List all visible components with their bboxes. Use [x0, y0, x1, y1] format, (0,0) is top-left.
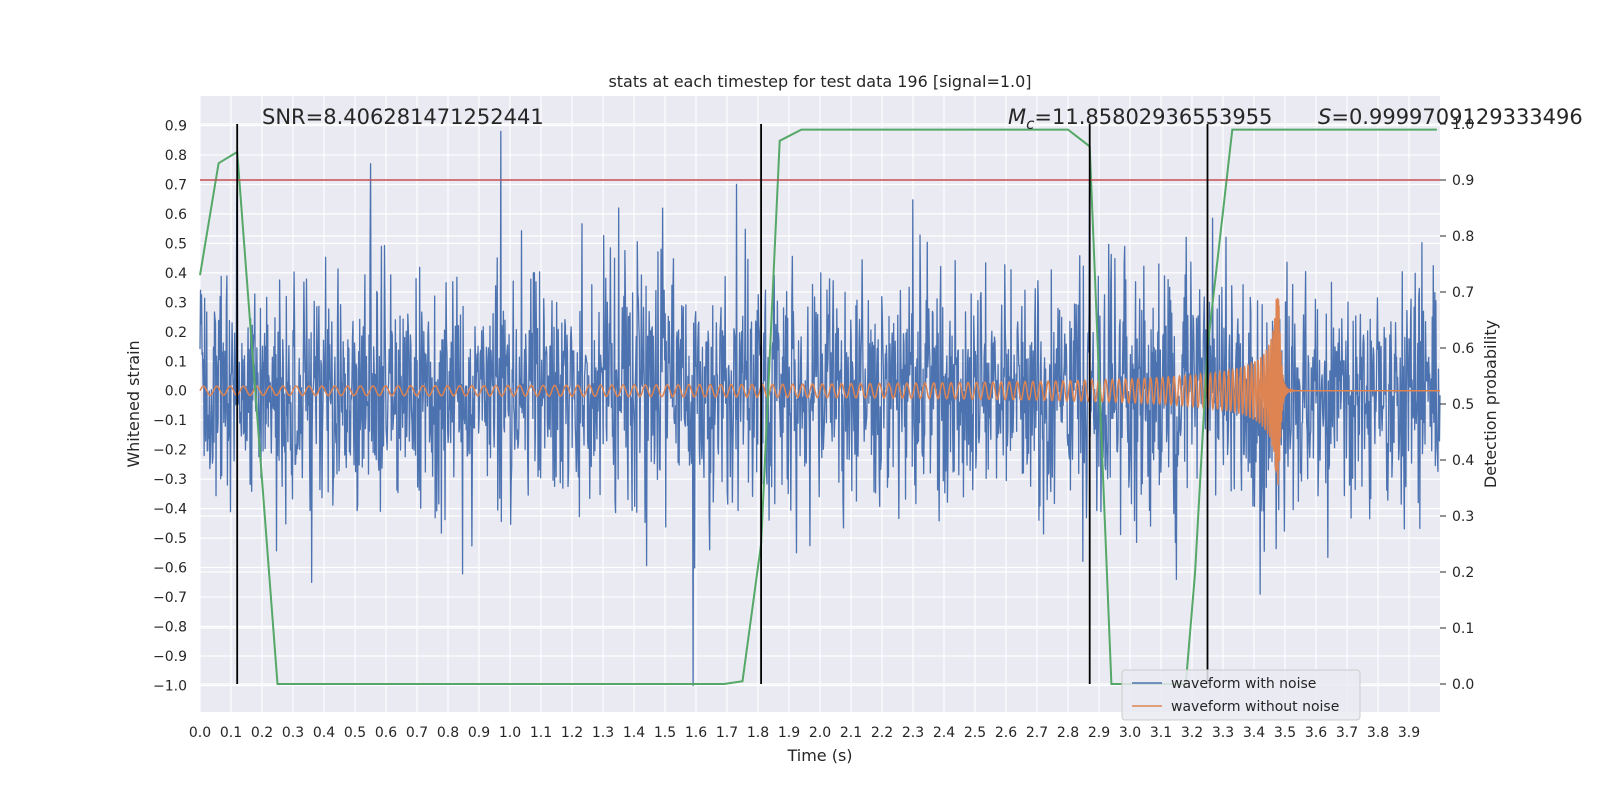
score-value: =0.9999709129333496: [1331, 105, 1582, 129]
score-annotation: S=0.9999709129333496: [1318, 105, 1583, 129]
x-tick-label: 3.8: [1367, 725, 1389, 741]
x-tick-label: 2.3: [902, 725, 924, 741]
y-tick-label: −0.4: [153, 502, 187, 518]
y2-tick-label: 0.9: [1452, 173, 1474, 189]
series-detection-probability: [199, 128, 1437, 685]
y-tick-label: −0.7: [153, 590, 187, 606]
x-tick-label: 0.1: [220, 725, 242, 741]
y2-axis-label: Detection probability: [1481, 320, 1500, 488]
y-tick-label: 0.9: [165, 118, 187, 134]
x-tick-label: 0.0: [189, 725, 211, 741]
x-tick-label: 2.8: [1057, 725, 1079, 741]
legend-label-noise: waveform with noise: [1171, 676, 1316, 692]
overlay: [199, 124, 1440, 685]
x-tick-label: 2.7: [1026, 725, 1048, 741]
x-tick-label: 0.3: [282, 725, 304, 741]
y2-tick-label: 0.5: [1452, 397, 1474, 413]
y2-tick-label: 0.1: [1452, 621, 1474, 637]
x-tick-label: 0.2: [251, 725, 273, 741]
x-tick-label: 3.1: [1150, 725, 1172, 741]
x-axis-ticks: 0.0 0.1 0.2 0.3 0.4 0.5 0.6 0.7 0.8 0.9 1.0 1.1 1.2 1…: [189, 725, 1420, 741]
chart-title: stats at each timestep for test data 196…: [608, 72, 1031, 91]
x-tick-label: 1.7: [716, 725, 738, 741]
y-tick-label: 0.4: [165, 266, 187, 282]
legend-box: [1121, 669, 1361, 721]
x-tick-label: 1.0: [499, 725, 521, 741]
y-tick-label: −0.5: [153, 531, 187, 547]
y-tick-label: −0.6: [153, 561, 187, 577]
score-symbol: S: [1318, 105, 1331, 129]
x-tick-label: 3.9: [1398, 725, 1420, 741]
y-axis-ticks: 0.9 0.8 0.7 0.6 0.5 0.4 0.3 0.2 0.1 0.0 −0.1 −0.2 −0…: [153, 118, 187, 694]
x-tick-label: 2.5: [964, 725, 986, 741]
y-tick-label: 0.8: [165, 148, 187, 164]
legend: waveform with noise waveform without noi…: [1121, 669, 1361, 721]
x-tick-label: 0.7: [406, 725, 428, 741]
y-tick-label: 0.6: [165, 207, 187, 223]
series-layer: [199, 130, 1441, 687]
x-tick-label: 2.4: [933, 725, 955, 741]
x-tick-label: 1.2: [561, 725, 583, 741]
x-tick-label: 1.4: [623, 725, 645, 741]
y-tick-label: 0.2: [165, 325, 187, 341]
x-tick-label: 2.6: [995, 725, 1017, 741]
y2-tick-label: 0.2: [1452, 565, 1474, 581]
y-tick-label: 0.1: [165, 354, 187, 370]
x-tick-label: 1.6: [685, 725, 707, 741]
y-tick-label: −0.9: [153, 649, 187, 665]
x-tick-label: 0.4: [313, 725, 335, 741]
y-tick-label: 0.7: [165, 177, 187, 193]
x-tick-label: 3.6: [1305, 725, 1327, 741]
x-tick-label: 3.4: [1243, 725, 1265, 741]
y-tick-label: 0.0: [165, 384, 187, 400]
legend-label-clean: waveform without noise: [1171, 699, 1339, 715]
x-tick-label: 1.3: [592, 725, 614, 741]
y-tick-label: −0.2: [153, 443, 187, 459]
chirp-mass-subscript: c: [1026, 115, 1035, 133]
y2-tick-label: 0.3: [1452, 509, 1474, 525]
y-tick-label: 0.3: [165, 295, 187, 311]
y2-tick-label: 0.6: [1452, 341, 1474, 357]
y-tick-label: −0.3: [153, 472, 187, 488]
y2-tick-label: 0.7: [1452, 285, 1474, 301]
y2-tick-label: 0.0: [1452, 677, 1474, 693]
y-axis-label: Whitened strain: [124, 340, 143, 467]
y2-axis-ticks: 1.0 0.9 0.8 0.7 0.6 0.5 0.4 0.3 0.2 0.1 0.0: [1440, 117, 1474, 693]
x-tick-label: 3.2: [1181, 725, 1203, 741]
x-tick-label: 2.0: [809, 725, 831, 741]
y2-tick-label: 0.4: [1452, 453, 1474, 469]
x-tick-label: 1.9: [778, 725, 800, 741]
y2-tick-label: 0.8: [1452, 229, 1474, 245]
x-tick-label: 2.2: [871, 725, 893, 741]
x-tick-label: 0.9: [468, 725, 490, 741]
x-axis-label: Time (s): [786, 746, 852, 765]
chirp-mass-value: =11.85802936553955: [1034, 105, 1272, 129]
x-tick-label: 0.6: [375, 725, 397, 741]
x-tick-label: 3.5: [1274, 725, 1296, 741]
chirp-mass-symbol: M: [1008, 105, 1026, 129]
x-tick-label: 3.7: [1336, 725, 1358, 741]
x-tick-label: 1.8: [747, 725, 769, 741]
x-tick-label: 2.9: [1088, 725, 1110, 741]
y-tick-label: −1.0: [153, 678, 187, 694]
y-tick-label: 0.5: [165, 236, 187, 252]
y-tick-label: −0.1: [153, 413, 187, 429]
x-tick-label: 2.1: [840, 725, 862, 741]
y2-tick-label: 1.0: [1452, 117, 1474, 133]
x-tick-label: 1.1: [530, 725, 552, 741]
x-tick-label: 0.5: [344, 725, 366, 741]
x-tick-label: 0.8: [437, 725, 459, 741]
y-tick-label: −0.8: [153, 620, 187, 636]
x-tick-label: 1.5: [654, 725, 676, 741]
chirp-mass-annotation: Mc=11.85802936553955: [1008, 105, 1272, 133]
x-tick-label: 3.0: [1119, 725, 1141, 741]
snr-annotation: SNR=8.406281471252441: [262, 105, 544, 129]
x-tick-label: 3.3: [1212, 725, 1234, 741]
series-waveform-without-noise: [199, 297, 1440, 485]
